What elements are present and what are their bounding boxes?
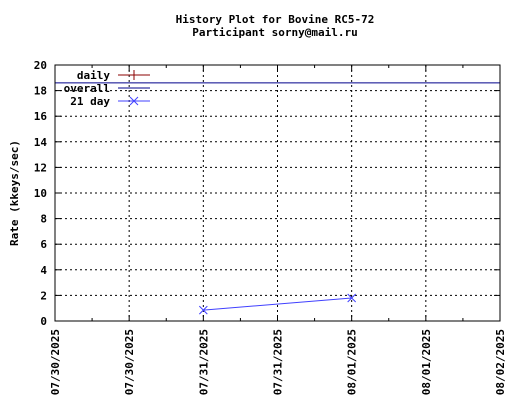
y-tick-label: 12 <box>34 161 47 174</box>
y-tick-label: 8 <box>40 213 47 226</box>
legend-label: overall <box>64 82 110 95</box>
legend-label: daily <box>77 69 110 82</box>
y-axis-label: Rate (kkeys/sec) <box>8 140 21 246</box>
legend-marker <box>129 70 139 80</box>
series-layer <box>55 82 500 315</box>
y-tick-labels: 0 2 4 6 8 10 12 14 16 18 20 <box>34 59 48 328</box>
x-tick-label: 07/31/2025 <box>197 329 210 395</box>
legend-label: 21 day <box>70 95 110 108</box>
x-tick-label: 08/02/2025 <box>494 329 507 395</box>
x-tick-label: 07/30/2025 <box>49 329 62 395</box>
x-tick-label: 08/01/2025 <box>420 329 433 395</box>
chart-title: History Plot for Bovine RC5-72 <box>176 13 375 26</box>
y-tick-label: 10 <box>34 187 47 200</box>
y-tick-label: 2 <box>40 289 47 302</box>
y-tick-label: 16 <box>34 110 48 123</box>
y-tick-label: 14 <box>34 136 48 149</box>
x-tick-label: 07/30/2025 <box>123 329 136 395</box>
x-tick-label: 08/01/2025 <box>346 329 359 395</box>
y-tick-label: 6 <box>40 238 47 251</box>
y-tick-label: 20 <box>34 59 47 72</box>
grid-lines <box>55 65 500 321</box>
y-tick-label: 18 <box>34 85 47 98</box>
series-21day-point <box>347 293 357 303</box>
y-tick-label: 0 <box>40 315 47 328</box>
x-tick-labels: 07/30/2025 07/30/2025 07/31/2025 07/31/2025… <box>49 329 507 395</box>
plot-frame <box>54 64 501 322</box>
x-tick-label: 07/31/2025 <box>272 329 285 395</box>
legend-marker <box>129 96 139 106</box>
series-21day-line <box>203 297 352 311</box>
chart-subtitle: Participant sorny@mail.ru <box>192 26 358 39</box>
y-tick-label: 4 <box>40 264 47 277</box>
series-21day-point <box>198 305 208 315</box>
